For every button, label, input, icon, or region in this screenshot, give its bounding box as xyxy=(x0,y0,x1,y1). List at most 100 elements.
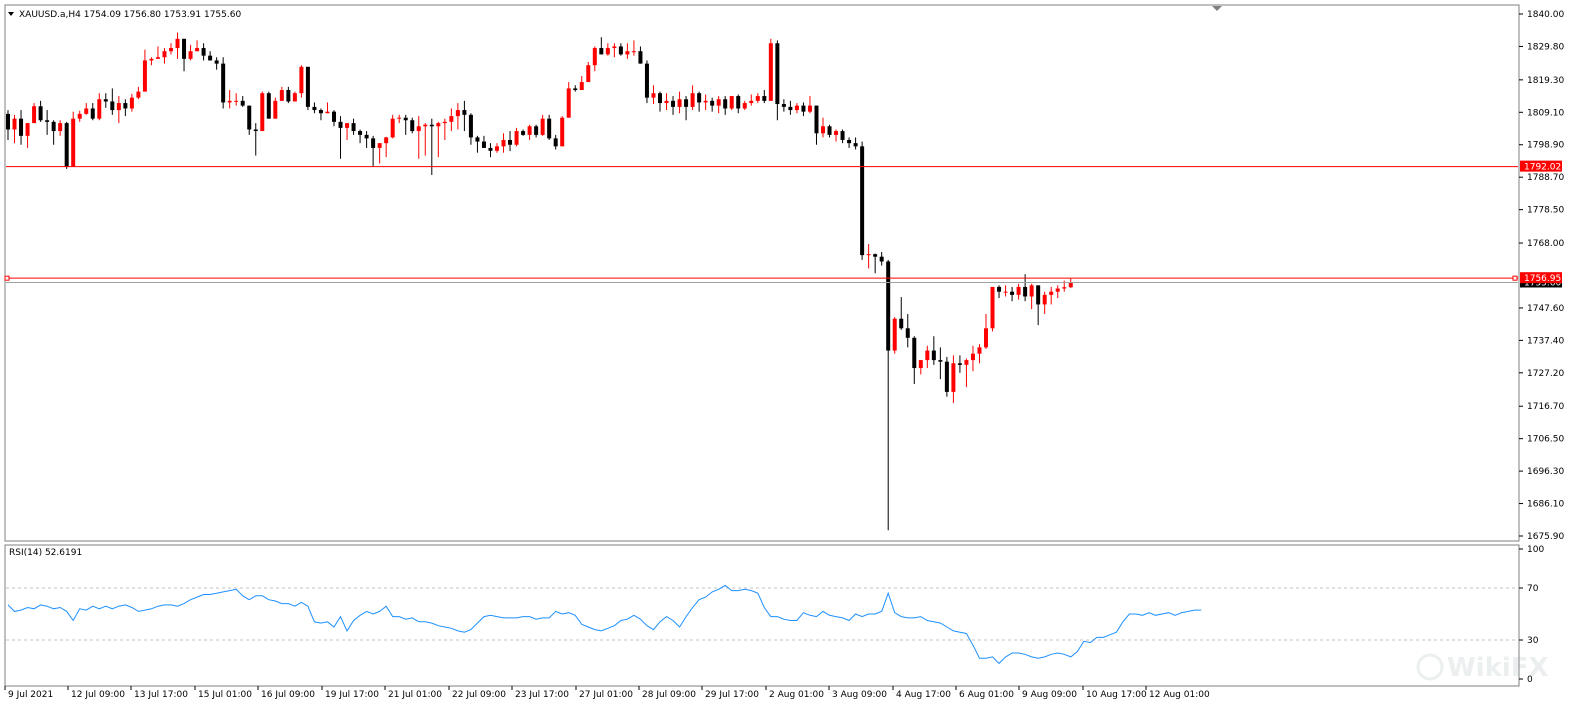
candle[interactable] xyxy=(905,313,910,348)
candle[interactable] xyxy=(990,286,995,332)
candle[interactable] xyxy=(1055,285,1060,299)
candle[interactable] xyxy=(925,345,930,369)
candle[interactable] xyxy=(573,85,578,92)
candle[interactable] xyxy=(605,43,610,56)
candle[interactable] xyxy=(371,135,376,167)
candle[interactable] xyxy=(103,93,108,108)
candle[interactable] xyxy=(1068,278,1073,288)
candle[interactable] xyxy=(977,344,982,364)
candle[interactable] xyxy=(794,103,799,114)
candle[interactable] xyxy=(566,82,571,118)
candle[interactable] xyxy=(1042,291,1047,314)
candle[interactable] xyxy=(918,360,923,375)
candle[interactable] xyxy=(684,96,689,121)
candle[interactable] xyxy=(234,93,239,106)
candle[interactable] xyxy=(436,121,441,158)
candle[interactable] xyxy=(944,356,949,397)
candle[interactable] xyxy=(64,121,69,169)
candle[interactable] xyxy=(553,134,558,150)
candle[interactable] xyxy=(540,114,545,136)
candle[interactable] xyxy=(142,49,147,92)
candle[interactable] xyxy=(508,131,513,152)
candle[interactable] xyxy=(834,129,839,142)
candle[interactable] xyxy=(286,86,291,104)
triangle-down-icon[interactable] xyxy=(8,12,14,16)
candle[interactable] xyxy=(403,114,408,135)
candle[interactable] xyxy=(964,358,969,388)
candle[interactable] xyxy=(514,127,519,147)
candle[interactable] xyxy=(299,65,304,98)
candle[interactable] xyxy=(273,97,278,119)
candle[interactable] xyxy=(364,131,369,148)
candle[interactable] xyxy=(188,44,193,61)
candle[interactable] xyxy=(221,57,226,109)
candle[interactable] xyxy=(416,116,421,159)
candle[interactable] xyxy=(501,133,506,153)
candle[interactable] xyxy=(77,110,82,122)
candle[interactable] xyxy=(931,336,936,365)
candle[interactable] xyxy=(716,96,721,114)
candle[interactable] xyxy=(332,110,336,127)
candle[interactable] xyxy=(527,124,532,140)
candle[interactable] xyxy=(162,48,167,64)
candle[interactable] xyxy=(90,103,95,121)
candle[interactable] xyxy=(149,57,154,66)
candle[interactable] xyxy=(260,91,265,132)
candle[interactable] xyxy=(58,120,63,136)
candle[interactable] xyxy=(488,143,493,158)
candle[interactable] xyxy=(899,297,904,330)
candle[interactable] xyxy=(266,91,271,119)
candle[interactable] xyxy=(351,118,356,135)
candle[interactable] xyxy=(638,46,643,64)
candle[interactable] xyxy=(1016,283,1021,300)
chart-shift-marker-icon[interactable] xyxy=(1212,6,1222,11)
candle[interactable] xyxy=(821,117,825,138)
candle[interactable] xyxy=(1049,286,1054,305)
candle[interactable] xyxy=(110,88,115,115)
candle[interactable] xyxy=(51,120,56,145)
candle[interactable] xyxy=(755,93,760,104)
candle[interactable] xyxy=(12,114,17,144)
candle[interactable] xyxy=(462,100,467,132)
candle[interactable] xyxy=(866,243,871,269)
candle[interactable] xyxy=(892,317,897,354)
candle[interactable] xyxy=(6,110,10,140)
candle[interactable] xyxy=(579,76,584,91)
candle[interactable] xyxy=(397,114,402,124)
candle[interactable] xyxy=(644,60,649,104)
candle[interactable] xyxy=(38,100,43,122)
candle[interactable] xyxy=(847,137,852,148)
level-line-handle[interactable] xyxy=(4,275,10,281)
candle[interactable] xyxy=(123,99,128,117)
candle[interactable] xyxy=(997,285,1002,299)
candle[interactable] xyxy=(449,108,454,132)
candle[interactable] xyxy=(690,85,695,111)
candle[interactable] xyxy=(247,105,252,135)
candle[interactable] xyxy=(155,46,160,59)
price-panel[interactable] xyxy=(4,4,1520,542)
candle[interactable] xyxy=(599,37,604,55)
candle[interactable] xyxy=(455,103,460,130)
candle[interactable] xyxy=(84,103,89,115)
candle[interactable] xyxy=(938,347,943,380)
candle[interactable] xyxy=(560,116,565,147)
candle[interactable] xyxy=(742,100,747,111)
candle[interactable] xyxy=(169,43,173,55)
candle[interactable] xyxy=(358,129,363,144)
candle[interactable] xyxy=(723,96,728,115)
candle[interactable] xyxy=(423,123,428,156)
candle[interactable] xyxy=(318,108,323,121)
candle[interactable] xyxy=(377,143,382,164)
candle[interactable] xyxy=(631,40,636,56)
candle[interactable] xyxy=(521,129,526,136)
candle[interactable] xyxy=(175,32,180,59)
candle[interactable] xyxy=(442,118,447,140)
candle[interactable] xyxy=(495,143,499,153)
candle[interactable] xyxy=(801,102,806,117)
candle[interactable] xyxy=(45,110,50,135)
candle[interactable] xyxy=(279,86,284,101)
candle[interactable] xyxy=(71,111,76,167)
candle[interactable] xyxy=(1023,274,1028,302)
candle[interactable] xyxy=(592,46,597,72)
